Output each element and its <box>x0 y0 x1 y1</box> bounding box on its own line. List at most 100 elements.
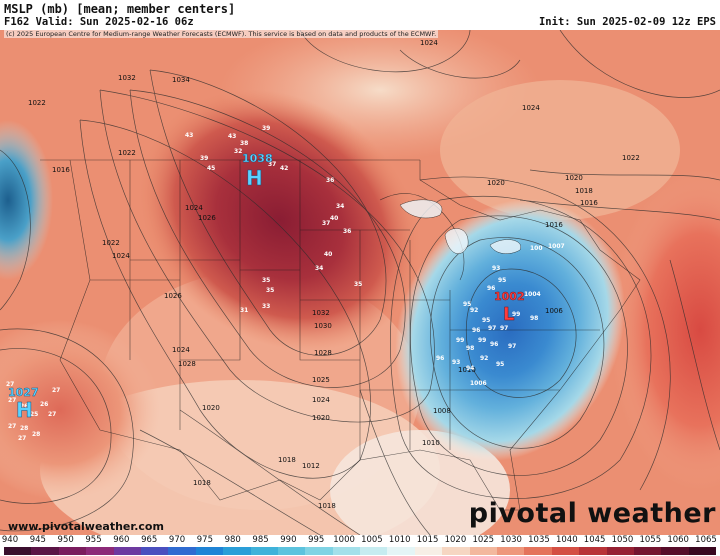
isobar-label: 1016 <box>52 166 70 174</box>
colorbar-swatch <box>579 547 607 555</box>
isobar-label: 1012 <box>302 462 320 470</box>
colorbar-label: 1045 <box>583 535 606 545</box>
isobar-label: 1024 <box>172 346 190 354</box>
member-value: 98 <box>466 345 474 352</box>
member-value: 1007 <box>548 243 565 250</box>
isobar-label: 1028 <box>314 349 332 357</box>
low-center-letter: L <box>503 304 514 325</box>
member-value: 1006 <box>470 380 487 387</box>
colorbar-swatch <box>688 547 717 555</box>
colorbar-swatch <box>277 547 306 555</box>
isobar-label: 1018 <box>193 479 211 487</box>
website-link[interactable]: www.pivotalweather.com <box>8 520 164 533</box>
colorbar-swatch <box>661 547 689 555</box>
member-value: 1004 <box>524 291 541 298</box>
member-value: 38 <box>240 140 248 147</box>
colorbar-swatch <box>250 547 278 555</box>
colorbar-swatch <box>195 547 224 555</box>
pressure-map[interactable]: 1032 1034 1022 1022 1024 1026 1022 1024 … <box>0 30 720 535</box>
colorbar-label: 960 <box>113 535 130 545</box>
high-center-letter: H <box>246 166 263 190</box>
colorbar-swatch <box>223 547 251 555</box>
map-title: MSLP (mb) [mean; member centers] <box>4 2 236 16</box>
member-value: 92 <box>470 307 478 314</box>
map-canvas: 1032 1034 1022 1022 1024 1026 1022 1024 … <box>0 30 720 535</box>
member-value: 39 <box>200 155 208 162</box>
colorbar-label: 940 <box>1 535 19 545</box>
member-value: 27 <box>18 435 26 442</box>
copyright-notice: (c) 2025 European Centre for Medium-rang… <box>4 30 439 38</box>
member-value: 28 <box>20 425 28 432</box>
colorbar-label: 980 <box>224 535 241 545</box>
colorbar-swatch <box>332 547 361 555</box>
isobar-label: 1008 <box>433 407 451 415</box>
colorbar-label: 990 <box>280 535 297 545</box>
high-center-value: 1027 <box>8 386 39 399</box>
colorbar-swatch <box>469 547 498 555</box>
member-value: 32 <box>234 148 242 155</box>
member-value: 92 <box>480 355 488 362</box>
member-value: 93 <box>452 359 460 366</box>
member-centers-pacific: 27 27 27 26 26 25 27 27 28 28 27 <box>6 381 60 442</box>
member-value: 37 <box>268 161 276 168</box>
member-value: 25 <box>30 411 38 418</box>
colorbar-label: 1030 <box>500 535 522 545</box>
colorbar-swatch <box>387 547 415 555</box>
member-value: 99 <box>456 337 464 344</box>
colorbar-swatch <box>58 547 87 555</box>
member-value: 36 <box>343 228 351 235</box>
isobar-label: 1010 <box>458 366 476 374</box>
colorbar-swatch <box>168 547 196 555</box>
isobar-label: 1022 <box>102 239 120 247</box>
member-value: 95 <box>463 301 471 308</box>
member-value: 95 <box>482 317 490 324</box>
member-value: 99 <box>512 311 520 318</box>
isobar-label: 1024 <box>420 39 438 47</box>
colorbar-label: 950 <box>57 535 74 545</box>
high-center-letter: H <box>16 398 33 422</box>
member-value: 33 <box>262 303 270 310</box>
member-centers-high: 39 43 43 38 32 39 45 37 42 36 34 40 37 3… <box>185 125 362 314</box>
member-value: 43 <box>185 132 193 139</box>
member-value: 35 <box>262 277 270 284</box>
isobar-label: 1025 <box>312 376 330 384</box>
member-value: 96 <box>436 355 444 362</box>
member-value: 97 <box>500 325 508 332</box>
isobar-label: 1020 <box>312 414 330 422</box>
low-center-1002: 1002 L <box>494 290 525 325</box>
member-value: 40 <box>330 215 338 222</box>
member-value: 31 <box>240 307 248 314</box>
member-value: 98 <box>530 315 538 322</box>
member-value: 34 <box>336 203 344 210</box>
member-value: 95 <box>498 277 506 284</box>
colorbar-label: 975 <box>196 535 213 545</box>
colorbar-swatch <box>633 547 662 555</box>
isobar-label: 1024 <box>112 252 130 260</box>
member-value: 45 <box>207 165 215 172</box>
colorbar-label: 1015 <box>416 535 439 545</box>
isobar-label: 1024 <box>522 104 540 112</box>
colorbar-swatch <box>360 547 388 555</box>
member-value: 27 <box>48 411 56 418</box>
member-value: 95 <box>496 361 504 368</box>
colorbar-label: 995 <box>308 535 325 545</box>
colorbar-label: 1010 <box>388 535 411 545</box>
pressure-colorbar: 940 945 950 955 960 965 970 975 980 985 990 995 1000… <box>0 535 720 556</box>
isobar-label: 1024 <box>312 396 330 404</box>
colorbar-swatch <box>140 547 169 555</box>
member-value: 37 <box>322 220 330 227</box>
member-value: 34 <box>315 265 323 272</box>
colorbar-label: 1005 <box>361 535 383 545</box>
member-value: 27 <box>8 397 16 404</box>
member-value: 40 <box>324 251 332 258</box>
colorbar-swatches <box>4 547 717 555</box>
isobar-label: 1032 <box>118 74 136 82</box>
colorbar-labels: 940 945 950 955 960 965 970 975 980 985 990 995 1000… <box>0 535 720 545</box>
member-value: 28 <box>32 431 40 438</box>
colorbar-swatch <box>113 547 141 555</box>
member-value: 93 <box>492 265 500 272</box>
isobar-label: 1020 <box>565 174 583 182</box>
isobar-labels: 1032 1034 1022 1022 1024 1026 1022 1024 … <box>28 39 640 510</box>
member-value: 96 <box>487 285 495 292</box>
colorbar-swatch <box>31 547 59 555</box>
